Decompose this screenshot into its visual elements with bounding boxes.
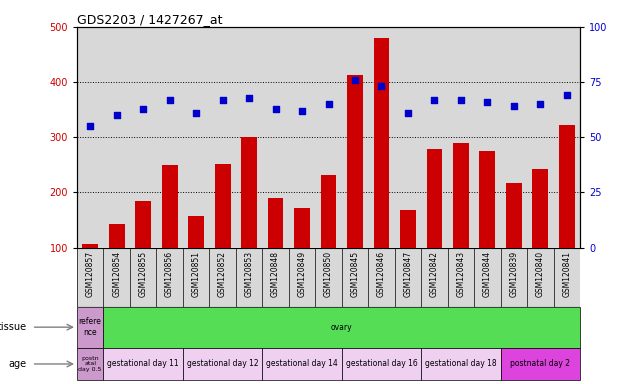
Text: GDS2203 / 1427267_at: GDS2203 / 1427267_at <box>77 13 222 26</box>
Text: GSM120851: GSM120851 <box>192 251 201 296</box>
Point <box>165 97 175 103</box>
Bar <box>533 169 548 248</box>
Point <box>403 110 413 116</box>
Bar <box>241 137 257 248</box>
Text: age: age <box>8 359 27 369</box>
Bar <box>188 216 204 248</box>
Text: GSM120848: GSM120848 <box>271 251 280 296</box>
Point <box>429 97 440 103</box>
Bar <box>501 348 580 380</box>
Text: GSM120857: GSM120857 <box>86 251 95 297</box>
Bar <box>109 224 124 248</box>
Text: GSM120840: GSM120840 <box>536 251 545 297</box>
Text: GSM120845: GSM120845 <box>351 251 360 297</box>
Text: GSM120855: GSM120855 <box>138 251 147 297</box>
Point <box>456 97 466 103</box>
Text: GSM120854: GSM120854 <box>112 251 121 297</box>
Bar <box>374 38 390 248</box>
Text: GSM120844: GSM120844 <box>483 251 492 297</box>
Point <box>191 110 201 116</box>
Text: postnatal day 2: postnatal day 2 <box>510 359 570 369</box>
Point <box>350 77 360 83</box>
Point <box>217 97 228 103</box>
Point <box>535 101 545 107</box>
Bar <box>453 143 469 248</box>
Text: GSM120839: GSM120839 <box>510 251 519 297</box>
Text: GSM120847: GSM120847 <box>403 251 412 297</box>
Point <box>509 103 519 109</box>
Bar <box>183 348 262 380</box>
Bar <box>82 244 98 248</box>
Text: GSM120843: GSM120843 <box>456 251 465 297</box>
Text: GSM120852: GSM120852 <box>218 251 227 296</box>
Text: gestational day 18: gestational day 18 <box>425 359 497 369</box>
Bar <box>77 306 103 348</box>
Bar <box>479 151 495 248</box>
Text: gestational day 14: gestational day 14 <box>266 359 338 369</box>
Point <box>138 106 148 112</box>
Bar <box>262 348 342 380</box>
Point <box>482 99 492 105</box>
Text: postn
atal
day 0.5: postn atal day 0.5 <box>78 356 102 372</box>
Bar <box>426 149 442 248</box>
Bar <box>215 164 231 248</box>
Point <box>323 101 333 107</box>
Bar <box>320 175 337 248</box>
Bar <box>421 348 501 380</box>
Bar <box>559 124 575 248</box>
Point <box>562 92 572 98</box>
Point <box>244 94 254 101</box>
Bar <box>77 348 103 380</box>
Text: refere
nce: refere nce <box>79 318 102 337</box>
Bar <box>267 198 283 248</box>
Text: gestational day 11: gestational day 11 <box>107 359 179 369</box>
Point <box>297 108 307 114</box>
Bar <box>294 208 310 248</box>
Point <box>112 112 122 118</box>
Bar <box>506 182 522 248</box>
Bar <box>103 348 183 380</box>
Text: GSM120850: GSM120850 <box>324 251 333 297</box>
Text: ovary: ovary <box>331 323 353 332</box>
Text: GSM120856: GSM120856 <box>165 251 174 297</box>
Text: gestational day 12: gestational day 12 <box>187 359 258 369</box>
Bar <box>342 348 421 380</box>
Text: GSM120842: GSM120842 <box>430 251 439 296</box>
Text: GSM120853: GSM120853 <box>245 251 254 297</box>
Point <box>85 123 96 129</box>
Text: GSM120846: GSM120846 <box>377 251 386 297</box>
Text: GSM120849: GSM120849 <box>297 251 306 297</box>
Bar <box>162 165 178 248</box>
Text: tissue: tissue <box>0 322 27 332</box>
Bar <box>347 76 363 248</box>
Text: GSM120841: GSM120841 <box>562 251 571 296</box>
Bar <box>400 210 416 248</box>
Point <box>376 83 387 89</box>
Text: gestational day 16: gestational day 16 <box>345 359 417 369</box>
Bar <box>135 201 151 248</box>
Point <box>271 106 281 112</box>
